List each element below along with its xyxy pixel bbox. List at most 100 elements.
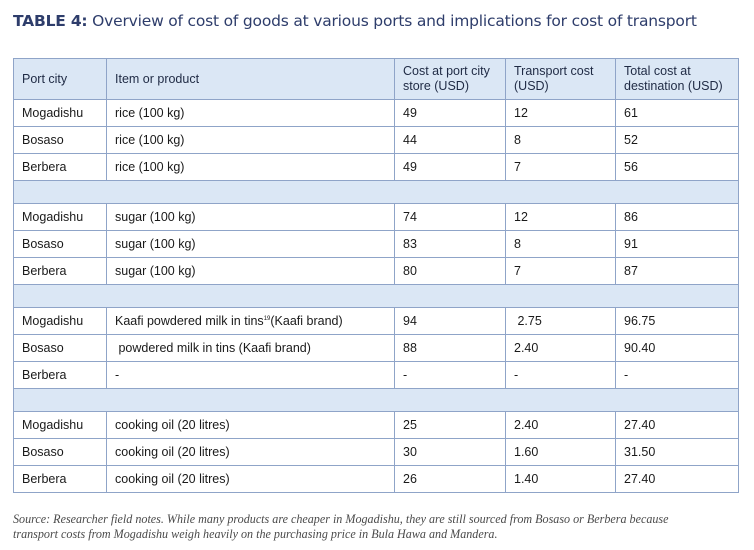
cell-item-text: rice (100 kg): [115, 133, 185, 147]
cell-total-cost-text: 87: [624, 264, 638, 278]
cell-port-cost: 74: [394, 203, 506, 231]
cell-item-text: powdered milk in tins (Kaafi brand): [115, 341, 311, 355]
cell-port-cost-text: 49: [403, 160, 417, 174]
footnote-marker: 19: [263, 315, 271, 322]
cell-total-cost: 52: [615, 126, 739, 154]
col-header-port-cost: Cost at port city store (USD): [394, 58, 506, 100]
cell-total-cost: 31.50: [615, 438, 739, 466]
cell-port-city-text: Bosaso: [22, 237, 64, 251]
cell-transport-cost: 2.40: [505, 334, 616, 362]
cell-item: Kaafi powdered milk in tins19(Kaafi bran…: [106, 307, 395, 335]
cell-item: rice (100 kg): [106, 153, 395, 181]
table-row: Bosaso cooking oil (20 litres) 30 1.60 31.50: [13, 438, 739, 466]
table-row: Mogadishu cooking oil (20 litres) 25 2.40 27…: [13, 411, 739, 439]
cell-port-city: Mogadishu: [13, 203, 107, 231]
cell-port-cost: 44: [394, 126, 506, 154]
cell-total-cost-text: 96.75: [624, 314, 656, 328]
cell-port-cost: 49: [394, 153, 506, 181]
cell-port-city: Berbera: [13, 153, 107, 181]
cell-transport-cost-text: 1.40: [514, 472, 539, 486]
cell-port-city: Mogadishu: [13, 411, 107, 439]
source-line-2: transport costs from Mogadishu weigh hea…: [13, 527, 498, 541]
table-row: Berbera - - - -: [13, 361, 739, 389]
cell-total-cost-text: 27.40: [624, 418, 656, 432]
cell-port-cost: 80: [394, 257, 506, 285]
cell-port-city-text: Berbera: [22, 160, 67, 174]
cell-port-city-text: Berbera: [22, 472, 67, 486]
table-title: TABLE 4: Overview of cost of goods at va…: [13, 12, 743, 30]
cell-port-city: Bosaso: [13, 334, 107, 362]
cell-port-cost-text: 83: [403, 237, 417, 251]
cell-total-cost-text: 90.40: [624, 341, 656, 355]
cell-port-cost-text: 26: [403, 472, 417, 486]
cell-item: sugar (100 kg): [106, 257, 395, 285]
separator-row: [13, 388, 739, 412]
cell-total-cost: 27.40: [615, 411, 739, 439]
cell-total-cost-text: -: [624, 368, 629, 382]
separator-cell: [13, 284, 739, 308]
cell-item-text: sugar (100 kg): [115, 210, 196, 224]
cell-port-city-text: Mogadishu: [22, 106, 84, 120]
cell-transport-cost-text: -: [514, 368, 519, 382]
cell-total-cost: 90.40: [615, 334, 739, 362]
cell-port-cost: 88: [394, 334, 506, 362]
cell-item-text: cooking oil (20 litres): [115, 472, 230, 486]
cell-item-text: -: [115, 368, 120, 382]
cell-item: rice (100 kg): [106, 99, 395, 127]
cell-port-cost: 26: [394, 465, 506, 493]
table-row: Mogadishu rice (100 kg) 49 12 61: [13, 99, 739, 127]
cell-item-text: rice (100 kg): [115, 160, 185, 174]
cell-port-cost: -: [394, 361, 506, 389]
table-row: Bosaso rice (100 kg) 44 8 52: [13, 126, 739, 154]
cell-item: cooking oil (20 litres): [106, 411, 395, 439]
cell-total-cost: 61: [615, 99, 739, 127]
cell-port-cost-text: 88: [403, 341, 417, 355]
table-row: Bosaso sugar (100 kg) 83 8 91: [13, 230, 739, 258]
cell-port-city: Bosaso: [13, 126, 107, 154]
cell-transport-cost: 12: [505, 203, 616, 231]
cell-port-cost-text: 49: [403, 106, 417, 120]
cell-port-city: Mogadishu: [13, 307, 107, 335]
cell-transport-cost: 2.40: [505, 411, 616, 439]
cell-port-city-text: Bosaso: [22, 341, 64, 355]
col-header-transport-cost: Transport cost (USD): [505, 58, 616, 100]
cell-port-city-text: Bosaso: [22, 445, 64, 459]
table-row: Mogadishu Kaafi powdered milk in tins19(K…: [13, 307, 739, 335]
cell-port-city: Bosaso: [13, 230, 107, 258]
cell-port-cost-text: 30: [403, 445, 417, 459]
cell-total-cost: 96.75: [615, 307, 739, 335]
cell-item: powdered milk in tins (Kaafi brand): [106, 334, 395, 362]
separator-row: [13, 180, 739, 204]
cell-transport-cost-text: 2.75: [514, 314, 542, 328]
cell-port-cost-text: 74: [403, 210, 417, 224]
cell-total-cost-text: 86: [624, 210, 638, 224]
cell-transport-cost-text: 8: [514, 133, 521, 147]
cell-port-city-text: Mogadishu: [22, 314, 84, 328]
cell-item: sugar (100 kg): [106, 203, 395, 231]
cell-item-text: sugar (100 kg): [115, 264, 196, 278]
cell-total-cost-text: 61: [624, 106, 638, 120]
cell-transport-cost-text: 2.40: [514, 418, 539, 432]
cell-item: rice (100 kg): [106, 126, 395, 154]
table-caption: Overview of cost of goods at various por…: [92, 12, 697, 30]
cell-port-cost-text: -: [403, 368, 408, 382]
table-row: Berbera rice (100 kg) 49 7 56: [13, 153, 739, 181]
cell-port-city: Berbera: [13, 361, 107, 389]
cell-port-city-text: Mogadishu: [22, 210, 84, 224]
cell-total-cost: 91: [615, 230, 739, 258]
cell-transport-cost-text: 12: [514, 210, 528, 224]
cell-port-cost: 94: [394, 307, 506, 335]
cell-transport-cost: 8: [505, 126, 616, 154]
cell-item: cooking oil (20 litres): [106, 438, 395, 466]
cell-port-cost-text: 44: [403, 133, 417, 147]
cell-transport-cost: 7: [505, 153, 616, 181]
cell-port-cost: 30: [394, 438, 506, 466]
cell-item-text: cooking oil (20 litres): [115, 445, 230, 459]
cell-transport-cost: 2.75: [505, 307, 616, 335]
cell-port-city: Mogadishu: [13, 99, 107, 127]
cell-item-text: rice (100 kg): [115, 106, 185, 120]
separator-cell: [13, 388, 739, 412]
cell-transport-cost-text: 1.60: [514, 445, 539, 459]
cell-total-cost-text: 31.50: [624, 445, 656, 459]
cell-transport-cost: -: [505, 361, 616, 389]
